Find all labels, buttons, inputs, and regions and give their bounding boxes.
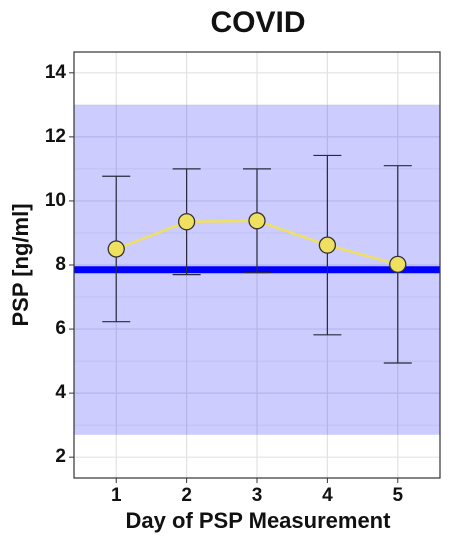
plot-border	[73, 51, 441, 479]
x-tick-label: 5	[392, 485, 403, 506]
point	[318, 236, 337, 254]
point	[389, 255, 407, 274]
x-axis-label: Day of PSP Measurement	[126, 508, 392, 533]
x-tick-label: 4	[322, 485, 333, 506]
x-tick-label: 1	[111, 485, 122, 506]
point	[177, 213, 196, 231]
y-tick-label: 6	[55, 318, 66, 339]
y-tick-label: 2	[55, 446, 66, 467]
x-tick-label: 3	[252, 485, 263, 506]
y-axis-label: PSP [ng/ml]	[8, 203, 33, 326]
point	[248, 212, 266, 230]
y-tick-label: 8	[55, 254, 66, 275]
point	[107, 240, 125, 258]
y-tick-label: 12	[45, 126, 66, 147]
y-tick-label: 14	[45, 62, 67, 83]
y-tick-label: 4	[55, 382, 66, 403]
y-tick-label: 10	[45, 190, 66, 211]
chart-title: COVID	[210, 6, 305, 39]
x-tick-label: 2	[181, 485, 192, 506]
